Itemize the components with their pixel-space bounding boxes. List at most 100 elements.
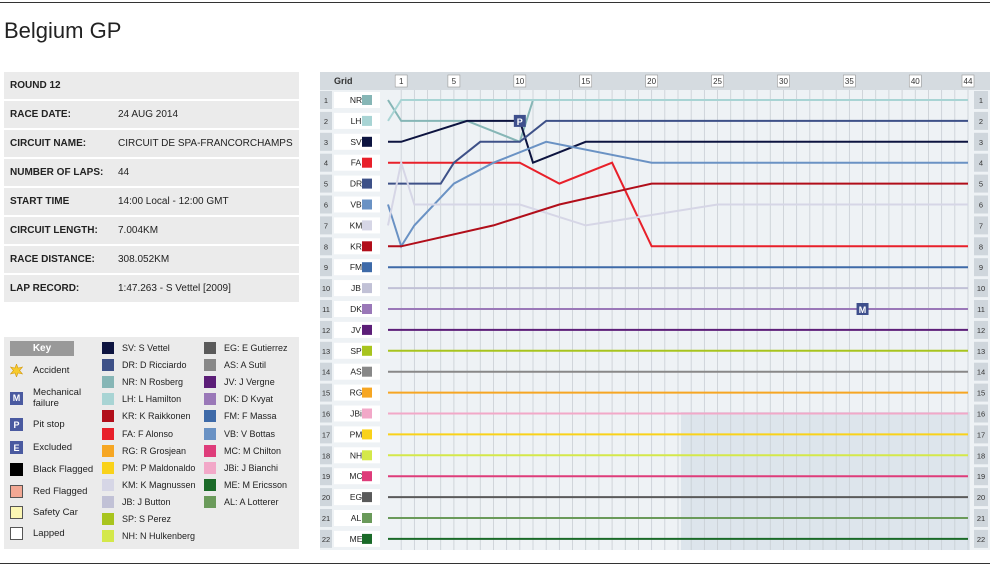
marker-m — [856, 303, 869, 315]
grid-driver-code: DK — [350, 304, 362, 314]
key-header: Key — [10, 341, 74, 356]
info-value: 44 — [118, 167, 130, 178]
driver-line-fa — [388, 161, 968, 248]
final-position-number: 19 — [977, 472, 985, 481]
final-position-bg — [974, 467, 988, 486]
info-value: CIRCUIT DE SPA-FRANCORCHAMPS — [118, 138, 293, 149]
grid-driver-code: AL — [351, 513, 362, 523]
final-position-bg — [974, 446, 988, 465]
driver-label: FM: F Massa — [224, 411, 277, 422]
driver-swatch — [204, 410, 216, 423]
lap-tick-box — [513, 74, 527, 88]
final-position-number: 4 — [979, 159, 983, 168]
lap-tick-box — [394, 74, 408, 88]
final-position-number: 22 — [977, 535, 985, 544]
race-info-table: ROUND 12 RACE DATE: 24 AUG 2014 CIRCUIT N… — [4, 72, 299, 304]
driver-legend-item: AL: A Lotterer — [204, 495, 279, 508]
driver-lines — [387, 99, 968, 540]
lap-tick-label: 25 — [713, 77, 722, 86]
grid-driver-swatch — [362, 513, 372, 523]
driver-swatch — [204, 444, 216, 457]
legend-box: Key Accident M Mechanical failure P Pit st… — [4, 337, 299, 549]
driver-swatch — [204, 359, 216, 372]
position-number-bg — [320, 509, 332, 527]
key-mechanical: M Mechanical failure — [10, 387, 93, 409]
position-number-bg — [320, 425, 332, 444]
grid-driver-swatch — [362, 429, 372, 440]
driver-swatch — [204, 427, 216, 440]
info-label: START TIME — [10, 196, 70, 207]
position-number-bg — [320, 216, 332, 235]
driver-swatch — [102, 342, 114, 354]
driver-legend-item: SV: S Vettel — [102, 342, 170, 354]
driver-label: NH: N Hulkenberg — [122, 531, 196, 542]
final-position-bg — [974, 300, 988, 318]
grid-driver-code: EG — [350, 492, 362, 502]
final-position-number: 8 — [979, 242, 983, 251]
position-number: 14 — [322, 368, 330, 377]
info-row: LAP RECORD: 1:47.263 - S Vettel [2009] — [4, 275, 299, 304]
grid-driver-swatch — [362, 324, 372, 335]
position-number-bg — [320, 153, 332, 172]
info-row: CIRCUIT LENGTH: 7.004KM — [4, 217, 299, 246]
key-label: Safety Car — [33, 507, 78, 518]
driver-swatch — [204, 495, 216, 508]
grid-driver-swatch — [362, 471, 372, 482]
final-position-number: 18 — [977, 451, 985, 460]
final-position-number: 3 — [979, 138, 983, 147]
position-number: 3 — [324, 138, 328, 147]
final-position-bg — [974, 529, 988, 548]
driver-legend-item: ME: M Ericsson — [204, 478, 287, 491]
info-label: RACE DATE: — [10, 109, 71, 120]
key-red-flag: Red Flagged — [10, 485, 87, 498]
mechanical-icon: M — [10, 391, 23, 405]
final-position-bg — [974, 279, 988, 298]
position-number-bg — [320, 341, 332, 360]
position-number: 6 — [324, 201, 328, 210]
key-label: Mechanical failure — [33, 387, 82, 409]
grid-driver-code: DR — [350, 179, 362, 189]
excluded-icon: E — [10, 441, 23, 454]
grid-driver-code: KM — [350, 220, 363, 230]
accident-icon — [10, 364, 23, 377]
position-number-bg — [320, 488, 332, 507]
info-value: 7.004KM — [118, 225, 159, 236]
final-position-bg — [974, 237, 988, 256]
top-rule — [0, 2, 990, 3]
position-number: 17 — [322, 430, 330, 439]
marker-p — [513, 114, 526, 127]
final-position-bg — [974, 174, 988, 193]
final-position-bg — [974, 362, 988, 381]
final-position-number: 21 — [977, 514, 985, 523]
lap-tick-label: 20 — [647, 77, 656, 86]
final-position-bg — [974, 132, 988, 151]
driver-swatch — [102, 376, 114, 389]
final-position-number: 7 — [979, 221, 983, 230]
position-number: 20 — [322, 493, 330, 502]
driver-swatch — [102, 478, 114, 491]
driver-swatch — [102, 410, 114, 423]
final-position-number: 17 — [977, 430, 985, 439]
grid-driver-code: SV — [350, 137, 362, 147]
driver-swatch — [204, 478, 216, 491]
grid-driver-code: LH — [351, 116, 362, 126]
position-number: 1 — [324, 96, 328, 105]
final-position-bg — [974, 195, 988, 214]
position-number: 11 — [322, 305, 330, 314]
driver-line-dr — [388, 119, 968, 185]
lap-tick-label: 5 — [452, 77, 457, 86]
final-position-number: 13 — [977, 347, 985, 356]
key-safety-car: Safety Car — [10, 506, 78, 519]
final-position-number: 16 — [977, 410, 985, 419]
driver-legend-item: JB: J Button — [102, 495, 171, 508]
driver-swatch — [204, 342, 216, 354]
driver-legend-item: KM: K Magnussen — [102, 478, 196, 491]
lap-tick-box — [711, 74, 724, 88]
lap-tick-box — [645, 74, 658, 88]
position-number: 5 — [324, 180, 328, 189]
driver-label: AS: A Sutil — [224, 360, 267, 371]
driver-line-km — [387, 158, 968, 227]
final-position-number: 1 — [979, 96, 983, 105]
driver-legend-item: PM: P Maldonaldo — [102, 461, 195, 474]
info-label: CIRCUIT LENGTH: — [10, 225, 98, 236]
